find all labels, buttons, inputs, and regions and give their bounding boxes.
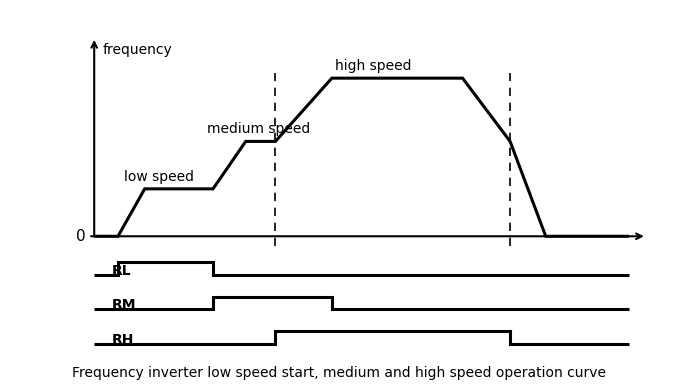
Text: RM: RM — [112, 298, 136, 312]
Text: low speed: low speed — [124, 170, 194, 184]
Text: high speed: high speed — [335, 59, 411, 73]
Text: medium speed: medium speed — [207, 122, 310, 136]
Text: 0: 0 — [76, 229, 86, 244]
Text: RH: RH — [112, 333, 134, 347]
Text: RL: RL — [112, 264, 132, 278]
Text: frequency: frequency — [103, 43, 173, 58]
Text: Frequency inverter low speed start, medium and high speed operation curve: Frequency inverter low speed start, medi… — [73, 366, 606, 380]
